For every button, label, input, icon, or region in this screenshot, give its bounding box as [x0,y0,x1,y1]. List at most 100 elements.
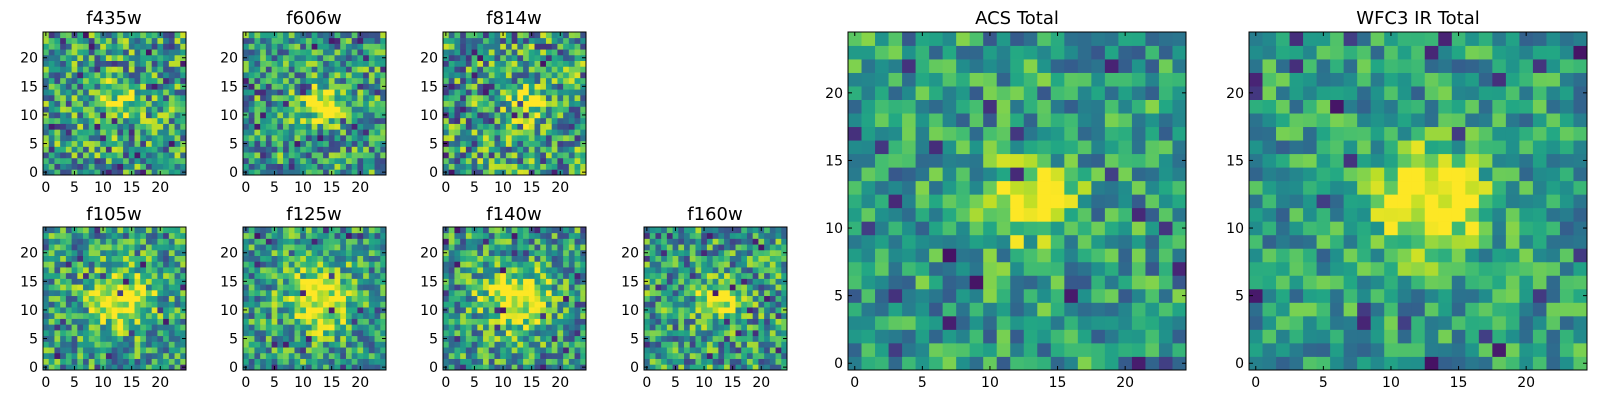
heatmap-cell [477,157,484,164]
heatmap-cell [357,232,364,239]
heatmap-cell [752,312,759,319]
heatmap-cell [351,244,358,251]
heatmap-cell [505,60,513,67]
heatmap-cell [283,364,290,371]
heatmap-cell [368,312,375,319]
heatmap-cell [483,289,490,297]
heatmap-cell [88,123,95,130]
heatmap-cell [551,43,558,50]
heatmap-cell [374,284,381,291]
heatmap-cell [123,312,130,319]
heatmap-cell [83,77,90,84]
heatmap-cell [168,324,175,331]
heatmap-cell [574,169,581,176]
heatmap-cell [111,289,118,297]
heatmap-cell [1023,315,1038,330]
heatmap-cell [672,289,679,297]
heatmap-cell [48,267,55,274]
heatmap-cell [769,272,776,279]
heatmap-cell [540,272,547,279]
heatmap-cell [351,289,358,297]
heatmap-cell [363,112,370,119]
heatmap-cell [123,335,130,342]
heatmap-cell [505,37,513,44]
heatmap-cell [117,112,124,119]
heatmap-cell [254,157,261,164]
heatmap-cell [100,94,107,102]
heatmap-cells [43,32,187,176]
heatmap-cell [345,255,353,262]
heatmap-cell [465,301,472,308]
heatmap-cell [500,324,507,331]
heatmap-cell [540,112,547,119]
heatmap-cell [140,307,147,314]
heatmap-cell [511,66,518,73]
heatmap-cell [180,312,187,319]
heatmap-cell [695,352,702,359]
heatmap-cell [140,232,147,239]
heatmap-cell [574,129,581,136]
heatmap-cell [117,261,124,268]
heatmap-cell [1077,329,1092,344]
heatmap-cell [265,117,272,124]
heatmap-cell [1010,194,1025,209]
heatmap-cell [351,54,358,61]
panel-title: f125w [286,204,341,225]
heatmap-cell [374,238,381,245]
heatmap-cell [741,295,748,302]
heatmap-cell [534,129,541,136]
heatmap-cell [1037,356,1052,371]
y-tick-label: 15 [220,79,238,95]
heatmap-cell [471,37,478,44]
heatmap-cell [563,227,570,234]
heatmap-cell [288,352,295,359]
heatmap-cell [517,347,524,354]
heatmap-cell [483,94,490,102]
heatmap-cell [111,169,118,176]
heatmap-cell [488,100,495,107]
y-tick-label: 10 [621,303,639,319]
heatmap-cell [83,335,90,342]
heatmap-cell [271,358,278,365]
heatmap-cell [523,37,530,44]
heatmap-cell [54,83,61,90]
heatmap-cell [1077,180,1092,195]
heatmap-cell [500,140,507,147]
heatmap-cell [163,117,170,124]
heatmap-cell [54,106,61,113]
heatmap-cell [288,301,295,308]
heatmap-cell [243,60,250,67]
heatmap-cell [317,129,324,136]
heatmap-cell [494,301,501,308]
heatmap-cell [443,272,450,279]
heatmap-cell [117,335,124,342]
heatmap-cell [511,272,518,279]
heatmap-cell [265,106,272,113]
heatmap-cell [540,60,547,67]
heatmap-cell [100,66,107,73]
heatmap-cell [471,100,478,107]
heatmap-cell [77,43,84,50]
heatmap-cell [534,37,541,44]
heatmap-cell [746,261,754,268]
heatmap-cell [283,106,290,113]
heatmap-cell [357,146,364,153]
heatmap-cell [528,117,535,124]
heatmap-cell [488,94,495,102]
heatmap-cell [260,249,267,256]
heatmap-cell [168,169,175,176]
heatmap-cell [511,312,518,319]
heatmap-cell [528,157,535,164]
heatmap-cell [368,227,375,234]
heatmap-cell [465,157,472,164]
heatmap-cell [271,72,278,79]
heatmap-cell [505,227,513,234]
heatmap-cell [283,341,290,348]
heatmap-cell [71,134,78,142]
heatmap-cell [363,244,370,251]
heatmap-cell [689,335,696,342]
heatmap-cell [60,284,67,291]
heatmap-cell [368,341,375,348]
heatmap-cell [465,347,472,354]
heatmap-cell [380,123,387,130]
